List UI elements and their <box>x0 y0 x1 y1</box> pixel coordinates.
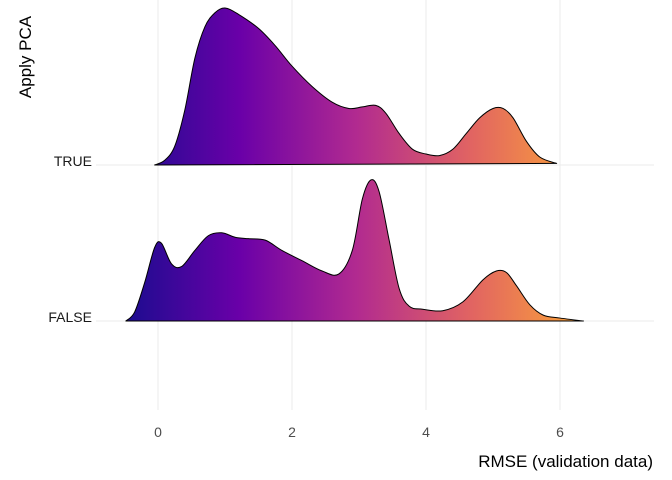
x-axis-title: RMSE (validation data) <box>478 452 653 471</box>
x-tick-label: 0 <box>154 424 162 440</box>
y-tick-label: TRUE <box>54 153 92 169</box>
ridges <box>125 7 584 322</box>
x-axis-ticks: 0 2 4 6 <box>154 424 564 440</box>
x-tick-label: 4 <box>422 424 430 440</box>
y-axis-categories: TRUE FALSE <box>48 153 92 325</box>
y-tick-label: FALSE <box>48 309 92 325</box>
x-tick-label: 2 <box>288 424 296 440</box>
y-axis-title: Apply PCA <box>16 15 35 98</box>
ridge-false <box>125 179 584 322</box>
x-tick-label: 6 <box>556 424 564 440</box>
ridge-true <box>154 7 558 166</box>
